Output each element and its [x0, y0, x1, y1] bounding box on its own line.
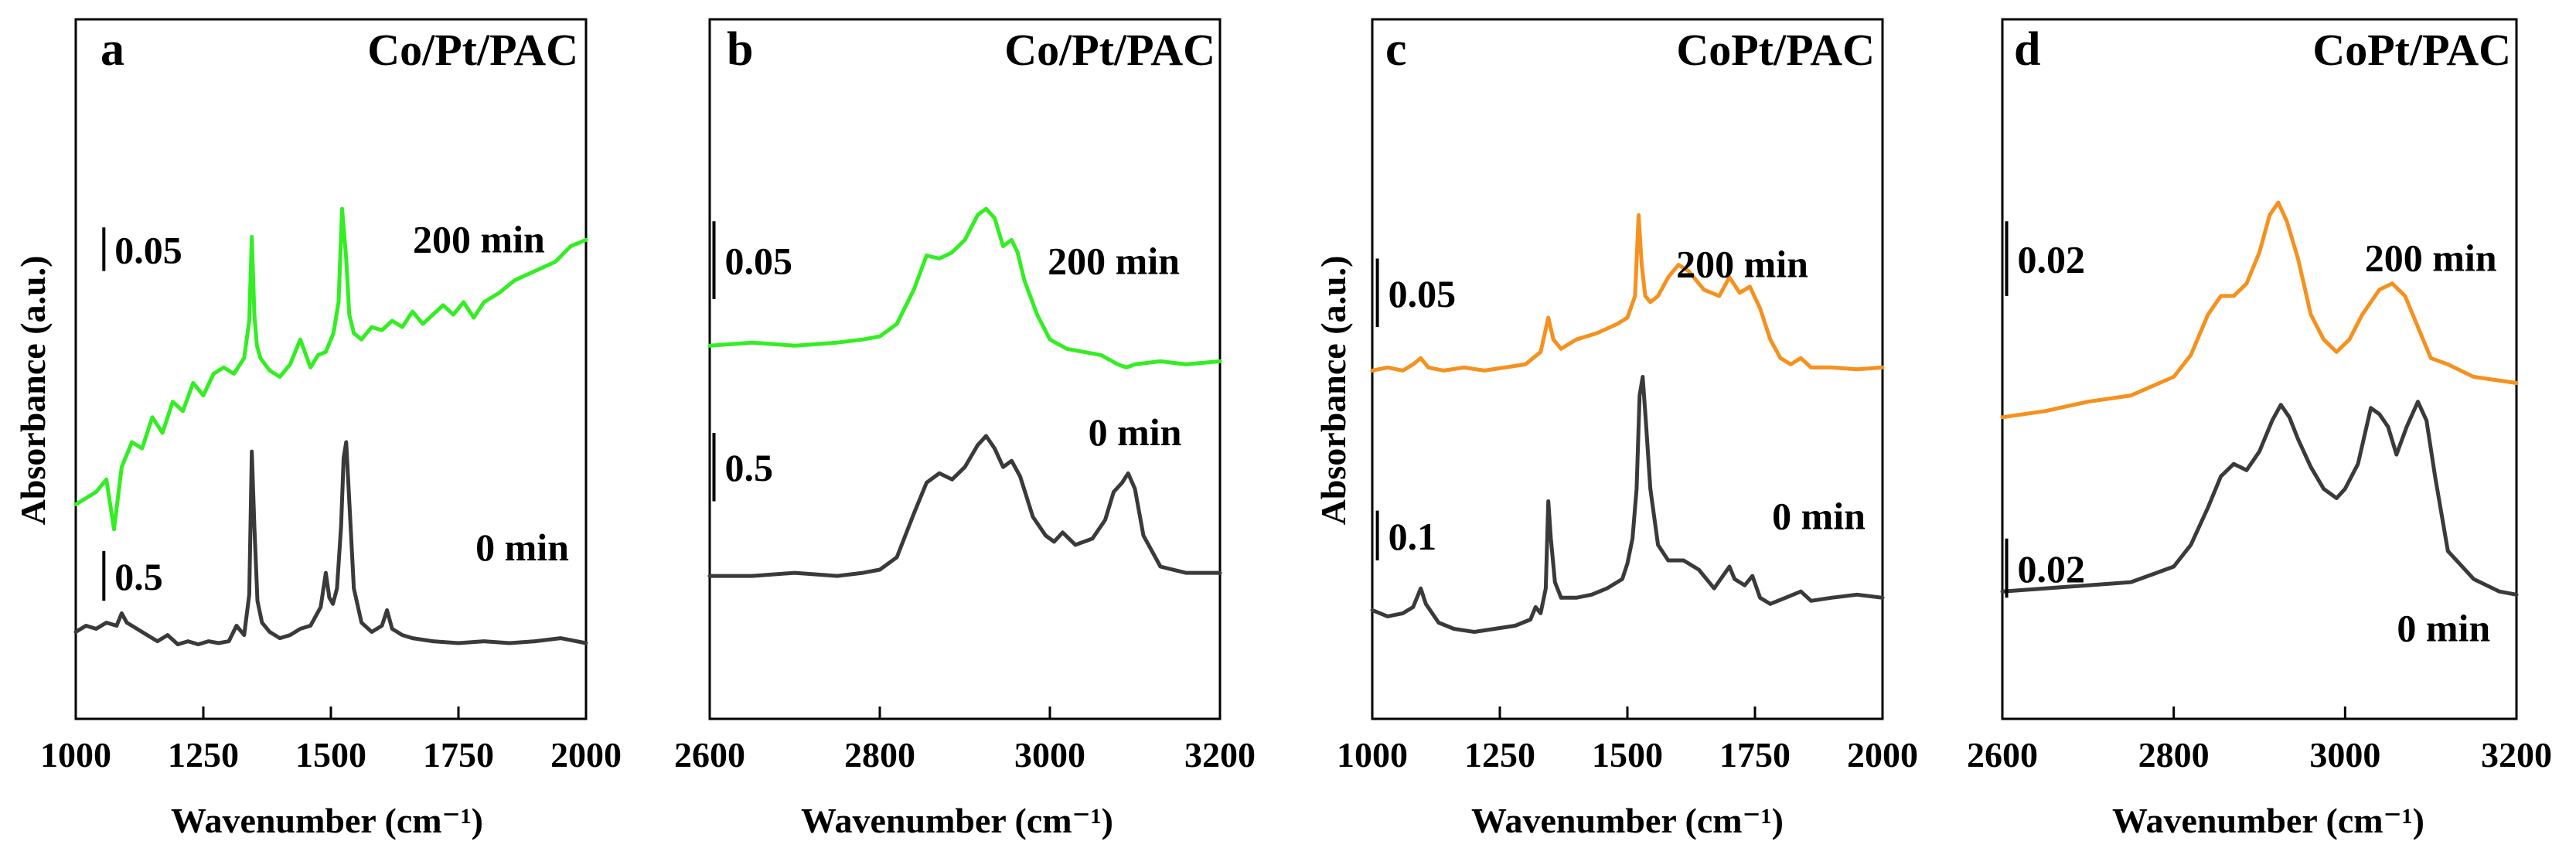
panel-b-x-tick-label: 2600 — [674, 735, 745, 775]
panel-d-series-0-min — [2000, 400, 2519, 597]
panel-d-axes-frame — [2001, 18, 2518, 720]
panel-b-letter: b — [727, 23, 753, 76]
panel-d-scale-bar-label-200-min: 0.02 — [2018, 238, 2086, 281]
panel-c-series-label-200-min: 200 min — [1676, 243, 1808, 286]
panel-b-axes-frame — [708, 18, 1222, 720]
panel-b-scale-bar-label-0-min: 0.5 — [725, 446, 774, 489]
panel-c-letter: c — [1385, 23, 1407, 76]
panel-b-x-tick-label: 3000 — [1014, 735, 1085, 775]
panel-d-series-200-min — [2000, 200, 2519, 420]
panel-c-series-0-min — [1370, 375, 1885, 634]
panel-a-series-200-min — [73, 206, 588, 532]
panel-c-series-label-0-min: 0 min — [1772, 495, 1866, 538]
panel-a: a Co/Pt/PAC Absorbance (a.u.) Wavenumber… — [13, 18, 622, 840]
panel-b-series-200-min — [707, 206, 1222, 369]
panel-a-x-tick-label: 2000 — [550, 735, 622, 775]
panel-a-axes-frame — [74, 18, 588, 720]
panel-d-x-axis-title: Wavenumber (cm⁻¹) — [2112, 801, 2424, 840]
panel-a-scale-bar-label-200-min: 0.05 — [114, 228, 182, 271]
panel-c-x-axis-title: Wavenumber (cm⁻¹) — [1471, 801, 1784, 840]
panel-a-x-tick-label: 1000 — [40, 735, 111, 775]
panel-a-x-tick-label: 1750 — [423, 735, 494, 775]
panel-a-series-label-200-min: 200 min — [413, 218, 545, 261]
panel-a-y-axis-title: Absorbance (a.u.) — [13, 256, 53, 526]
panel-c-y-axis-title: Absorbance (a.u.) — [1314, 256, 1353, 526]
panel-b-series-0-min — [707, 434, 1222, 578]
panel-c-plot: 1000 1250 1500 1750 2000 200 min 0.05 0 min 0.1 — [1337, 18, 1918, 775]
panel-a-scale-bar-label-0-min: 0.5 — [114, 555, 163, 598]
panel-c-x-tick-label: 1500 — [1592, 735, 1663, 775]
panel-d-series-label-0-min: 0 min — [2397, 607, 2490, 650]
panel-c-x-tick-label: 1250 — [1464, 735, 1535, 775]
panel-a-title: Co/Pt/PAC — [367, 25, 578, 75]
panel-a-x-tick-label: 1500 — [295, 735, 366, 775]
panel-a-x-axis-title: Wavenumber (cm⁻¹) — [171, 801, 483, 840]
panel-b-x-tick-label: 2800 — [844, 735, 915, 775]
panel-a-series-label-0-min: 0 min — [475, 526, 569, 569]
panel-b-series-label-0-min: 0 min — [1089, 410, 1182, 454]
panel-a-x-tick-label: 1250 — [168, 735, 239, 775]
panel-c-scale-bar-label-0-min: 0.1 — [1389, 515, 1437, 558]
panel-d-x-tick-label: 3200 — [2481, 735, 2552, 775]
panel-d-letter: d — [2014, 23, 2040, 76]
panel-b-scale-bar-label-200-min: 0.05 — [725, 240, 793, 283]
panel-b-title: Co/Pt/PAC — [1004, 25, 1215, 75]
panel-d: d CoPt/PAC Wavenumber (cm⁻¹) 2600 2800 300… — [1967, 18, 2552, 840]
panel-b: b Co/Pt/PAC Wavenumber (cm⁻¹) 2600 2800 30… — [674, 18, 1256, 840]
panel-c-x-tick-label: 1000 — [1337, 735, 1408, 775]
panel-b-x-axis-title: Wavenumber (cm⁻¹) — [801, 801, 1113, 840]
panel-c-x-tick-label: 2000 — [1847, 735, 1918, 775]
panel-b-plot: 2600 2800 3000 3200 200 min 0.05 0 min 0.5 — [674, 18, 1256, 775]
panel-b-x-tick-label: 3200 — [1184, 735, 1256, 775]
panel-c-title: CoPt/PAC — [1676, 25, 1875, 75]
panel-d-scale-bar-label-0-min: 0.02 — [2018, 547, 2086, 591]
panel-d-plot: 2600 2800 3000 3200 200 min 0.02 0 min 0.02 — [1967, 18, 2552, 775]
panel-b-series-label-200-min: 200 min — [1048, 240, 1180, 283]
panel-d-x-tick-label: 3000 — [2309, 735, 2380, 775]
panel-a-letter: a — [101, 23, 124, 76]
panel-a-plot: 1000 1250 1500 1750 2000 200 min 0.05 0 min 0.5 — [40, 18, 622, 775]
panel-d-series-label-200-min: 200 min — [2365, 237, 2497, 280]
panel-a-series-0-min — [73, 440, 588, 647]
panel-c-x-tick-label: 1750 — [1719, 735, 1791, 775]
panel-c: c CoPt/PAC Absorbance (a.u.) Wavenumber … — [1314, 18, 1918, 840]
panel-d-x-tick-label: 2600 — [1967, 735, 2038, 775]
panel-c-series-200-min — [1370, 213, 1885, 373]
panel-d-title: CoPt/PAC — [2312, 25, 2511, 75]
panel-c-scale-bar-label-200-min: 0.05 — [1389, 272, 1457, 315]
panel-d-x-tick-label: 2800 — [2138, 735, 2210, 775]
